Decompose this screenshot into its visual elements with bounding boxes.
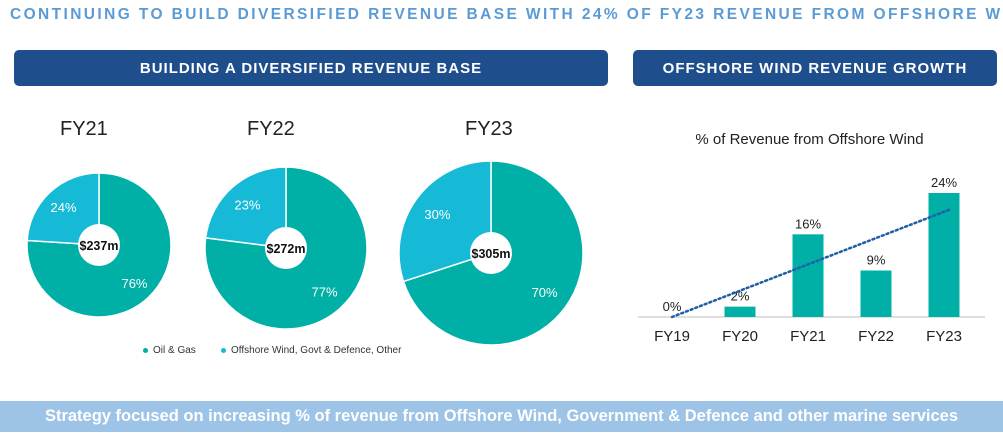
fy22-total-label: $272m	[267, 242, 306, 256]
fy21-donut-hole	[78, 224, 120, 266]
strategy-footer: Strategy focused on increasing % of reve…	[0, 401, 1003, 432]
fy22-slice-label: 23%	[234, 197, 260, 212]
oil-gas-swatch	[143, 348, 148, 353]
fy23-title: FY23	[465, 118, 513, 140]
bar-fy20	[724, 306, 756, 317]
x-tick-fy23: FY23	[926, 328, 962, 345]
legend-oil-gas-label: Oil & Gas	[153, 345, 196, 356]
fy23-slice-offshore	[398, 160, 492, 283]
bar-value-fy22: 9%	[867, 253, 886, 268]
fy21-title: FY21	[60, 118, 108, 140]
x-tick-fy20: FY20	[722, 328, 758, 345]
fy23-slice-label: 70%	[532, 285, 558, 300]
bar-value-fy19: 0%	[663, 299, 682, 314]
page-headline: CONTINUING TO BUILD DIVERSIFIED REVENUE …	[10, 6, 1003, 23]
legend-offshore-label: Offshore Wind, Govt & Defence, Other	[231, 345, 402, 356]
x-tick-fy19: FY19	[654, 328, 690, 345]
trendline	[670, 208, 952, 319]
x-tick-fy21: FY21	[790, 328, 826, 345]
fy22-slice-label: 77%	[312, 285, 338, 300]
fy22-slice-offshore	[204, 166, 287, 249]
diversified-revenue-banner: BUILDING A DIVERSIFIED REVENUE BASE	[14, 50, 608, 86]
bar-value-fy23: 24%	[931, 175, 957, 190]
bar-fy21	[792, 234, 824, 317]
fy22-donut-hole	[265, 227, 307, 269]
fy23-slice-label: 30%	[424, 207, 450, 222]
bar-fy22	[860, 270, 892, 317]
legend-oil-gas: Oil & Gas	[143, 345, 196, 356]
offshore-swatch	[221, 348, 226, 353]
fy21-slice-offshore	[26, 172, 100, 246]
fy22-title: FY22	[247, 118, 295, 140]
fy21-slice-label: 76%	[121, 276, 147, 291]
fy23-total-label: $305m	[472, 247, 511, 261]
legend-offshore: Offshore Wind, Govt & Defence, Other	[221, 345, 401, 356]
fy21-slice-label: 24%	[50, 200, 76, 215]
offshore-wind-banner: OFFSHORE WIND REVENUE GROWTH	[633, 50, 997, 86]
bar-chart-title: % of Revenue from Offshore Wind	[695, 131, 924, 148]
bar-fy23	[928, 193, 960, 317]
revenue-donut-charts: 76% 24% $237m 77% 23% $272m 70% 30% $305m	[26, 160, 584, 346]
fy21-total-label: $237m	[80, 239, 119, 253]
x-tick-fy22: FY22	[858, 328, 894, 345]
bar-value-fy21: 16%	[795, 216, 821, 231]
fy23-donut-hole	[470, 232, 512, 274]
